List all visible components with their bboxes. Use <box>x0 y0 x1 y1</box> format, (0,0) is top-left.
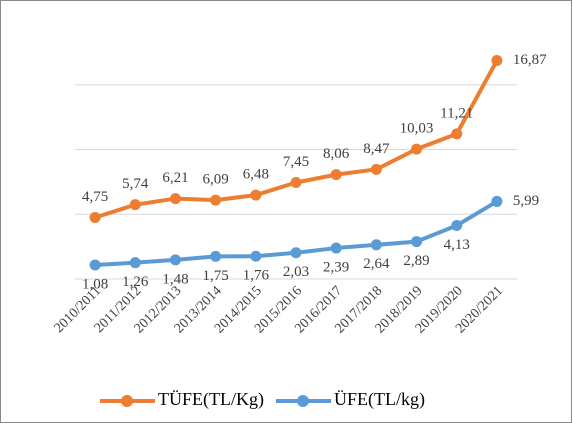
data-label: 2,39 <box>323 259 349 275</box>
data-label: 10,03 <box>400 121 434 137</box>
data-label: 1,26 <box>122 274 149 290</box>
data-label: 6,21 <box>162 170 188 186</box>
data-label: 6,09 <box>203 172 229 188</box>
data-label: 6,48 <box>243 167 269 183</box>
data-label: 1,76 <box>243 268 270 284</box>
data-point <box>250 250 262 262</box>
data-label: 2,89 <box>403 253 429 269</box>
data-label: 2,64 <box>363 256 390 272</box>
legend-marker <box>296 395 309 407</box>
data-point <box>330 242 342 254</box>
data-label: 11,21 <box>440 105 473 121</box>
data-point <box>370 239 382 251</box>
data-point <box>250 189 262 201</box>
data-point <box>290 247 302 259</box>
data-label: 4,75 <box>82 189 108 205</box>
data-label: 8,47 <box>363 141 390 157</box>
data-label: 1,75 <box>203 268 229 284</box>
data-label: 1,48 <box>162 271 188 287</box>
data-point <box>210 250 222 262</box>
data-label: 2,03 <box>283 264 309 280</box>
data-point <box>169 193 181 205</box>
data-point <box>491 55 503 67</box>
data-point <box>330 169 342 181</box>
data-point <box>89 259 101 271</box>
data-point <box>370 163 382 175</box>
data-label: 1,08 <box>82 276 108 292</box>
legend-marker <box>121 395 133 407</box>
data-point <box>411 143 423 155</box>
data-point <box>491 195 503 207</box>
data-label: 5,99 <box>513 193 539 209</box>
data-point <box>89 211 101 223</box>
data-label: 4,13 <box>444 237 470 253</box>
legend-label: ÜFE(TL/kg) <box>334 389 425 410</box>
data-label: 5,74 <box>122 176 149 192</box>
data-point <box>210 194 222 206</box>
data-point <box>169 254 181 266</box>
data-label: 8,06 <box>323 146 350 162</box>
data-point <box>129 257 141 269</box>
data-point <box>290 177 302 189</box>
data-label: 16,87 <box>513 52 547 68</box>
data-point <box>411 236 423 248</box>
data-point <box>451 128 463 140</box>
data-point <box>129 199 141 211</box>
data-label: 7,45 <box>283 154 309 170</box>
data-point <box>451 220 463 232</box>
legend-label: TÜFE(TL/Kg) <box>158 389 264 410</box>
